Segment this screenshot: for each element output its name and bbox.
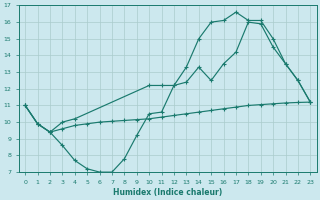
X-axis label: Humidex (Indice chaleur): Humidex (Indice chaleur) bbox=[113, 188, 222, 197]
